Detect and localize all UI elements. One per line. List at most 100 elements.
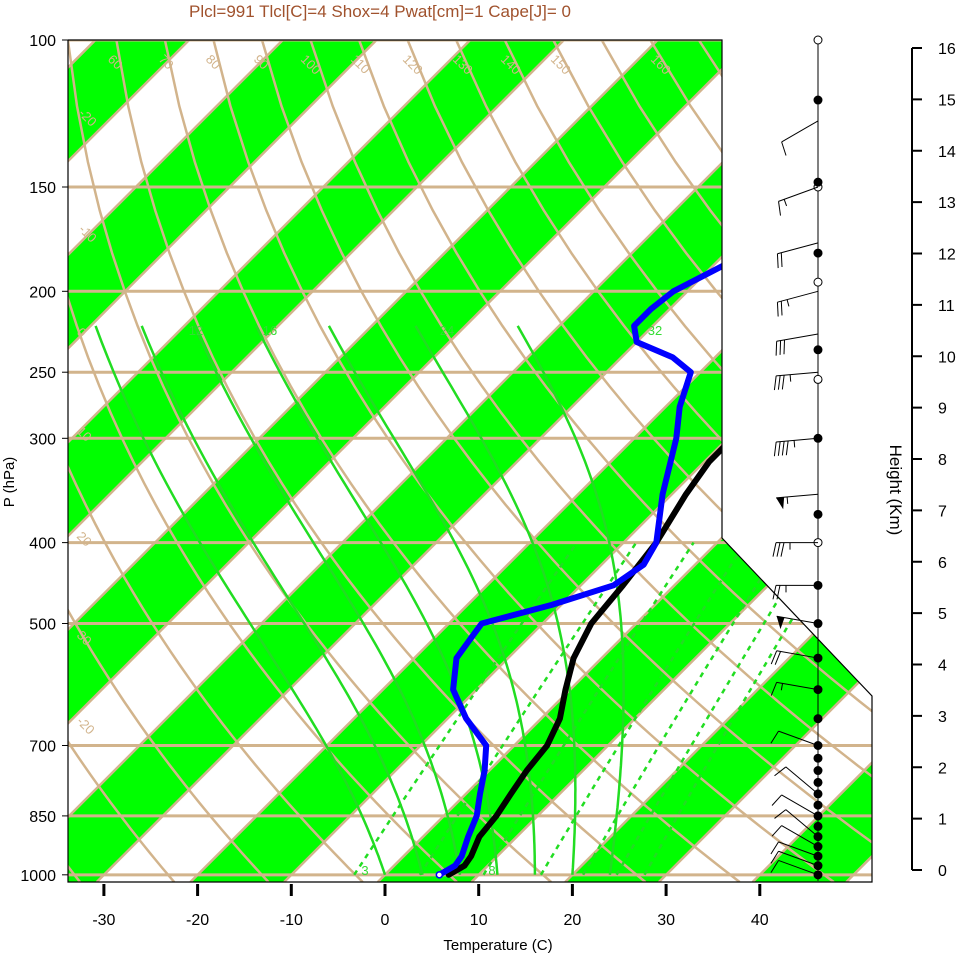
wind-barb-shaft (781, 825, 819, 847)
wind-barb (776, 615, 819, 630)
temperature-tick-label: -10 (280, 912, 303, 929)
isotherm-line (68, 40, 846, 882)
sounding-level-marker (813, 509, 823, 519)
pressure-tick-label: 700 (29, 739, 56, 756)
wind-barb (770, 650, 819, 665)
wind-barb (770, 859, 819, 876)
height-tick-label: 14 (938, 144, 956, 161)
wind-barb-flag (770, 860, 779, 873)
dry-adiabat-line (309, 40, 872, 882)
sounding-level-marker (813, 374, 823, 384)
height-tick-label: 2 (938, 760, 947, 777)
temperature-axis: -30 -20 -10 0 10 20 30 40 (92, 884, 769, 929)
height-tick-label: 3 (938, 709, 947, 726)
wind-barb-flag (773, 375, 777, 391)
wind-barb-flag (776, 585, 781, 600)
isotherm-line (68, 40, 565, 882)
wind-barb (770, 841, 819, 857)
isopleth-label: -10 (736, 132, 760, 156)
wind-barb (774, 766, 819, 795)
wind-barb-flag (777, 375, 781, 390)
wind-barb-flag (771, 794, 782, 806)
wind-barb (771, 794, 819, 817)
wind-barb-shaft (785, 809, 819, 838)
height-tick-label: 4 (938, 658, 947, 675)
pressure-tick-label: 300 (29, 431, 56, 448)
wind-barb-flag (781, 141, 787, 156)
wind-barb-shaft (776, 333, 819, 342)
moist-adiabat-line (414, 325, 577, 875)
temperature-tick-label: -20 (186, 912, 209, 929)
wind-barb (770, 730, 819, 746)
mixing-ratio-lines (353, 541, 840, 876)
wind-barb-flag (780, 542, 785, 557)
wind-barb (775, 333, 819, 356)
wind-barb-flag (774, 651, 782, 665)
height-tick-label: 7 (938, 503, 947, 520)
height-tick-label: 5 (938, 606, 947, 623)
mixing-ratio-line (582, 541, 785, 876)
temperature-tick-label: 0 (381, 912, 390, 929)
sounding-level-marker (813, 753, 823, 763)
wind-barb-shaft (776, 681, 819, 691)
mixing-ratio-label: 3 (361, 863, 368, 878)
wind-barb-shaft (778, 186, 819, 202)
mixing-ratio-line (643, 541, 840, 876)
isopleth-label: 20 (736, 462, 757, 483)
isopleth-label: 40 (803, 597, 824, 618)
wind-barb-half-flag (783, 199, 788, 207)
sounding-level-marker (813, 277, 823, 287)
pressure-tick-label: 250 (29, 365, 56, 382)
sounding-level-marker (813, 821, 823, 831)
dry-adiabat-line (68, 40, 458, 882)
height-tick-label: 12 (938, 247, 956, 264)
wind-barb-shaft (781, 794, 819, 817)
wind-barb-shaft (777, 242, 819, 255)
isotherm-line (68, 40, 284, 882)
wind-barb (773, 437, 819, 457)
moist-adiabat-line (94, 325, 387, 876)
wind-barb-flag (772, 542, 777, 557)
wind-barb-column (770, 35, 823, 881)
wind-barb-shaft (776, 371, 819, 377)
wind-barb-shaft (778, 859, 819, 876)
profile-lines (435, 71, 872, 879)
wind-barb-flag (773, 441, 777, 457)
wind-barb-flag (776, 302, 779, 317)
wind-barb-flag (770, 682, 778, 696)
wind-barb-shaft (785, 766, 819, 795)
wind-barb-flag (774, 766, 787, 777)
wind-barb-flag (780, 301, 783, 316)
dry-adiabat-line (163, 40, 741, 882)
mixing-ratio-line (482, 541, 695, 876)
mixing-ratio-label: 16 (263, 323, 277, 338)
pressure-tick-label: 150 (29, 180, 56, 197)
isopleth-label: 30 (758, 547, 779, 568)
height-tick-label: 1 (938, 812, 947, 829)
mixing-ratio-label: 32 (648, 323, 662, 338)
sounding-level-marker (813, 766, 823, 776)
wind-barb-flag (781, 375, 785, 390)
temperature-tick-label: 10 (470, 912, 488, 929)
wind-barb-half-flag (789, 374, 792, 382)
isotherm-line (564, 40, 872, 882)
mixing-ratio-line (539, 541, 747, 876)
sounding-level-marker (813, 714, 823, 724)
wind-barb-flag (785, 440, 789, 456)
mixing-ratio-line (353, 541, 578, 876)
dry-adiabat-line (68, 40, 364, 882)
wind-barb-flag (776, 253, 779, 269)
isopleth-label: 50 (856, 652, 877, 673)
wind-barb-flag (770, 650, 778, 665)
isotherm-line (189, 40, 872, 882)
height-tick-label: 8 (938, 452, 947, 469)
chart-title: Plcl=991 Tlcl[C]=4 Shox=4 Pwat[cm]=1 Cap… (189, 2, 571, 21)
height-tick-label: 15 (938, 92, 956, 109)
temperature-axis-label: Temperature (C) (443, 937, 552, 954)
wind-barb-flag (777, 441, 781, 456)
pressure-tick-label: 100 (29, 33, 56, 50)
dry-adiabat-line (260, 40, 872, 882)
temperature-tick-label: 20 (564, 912, 582, 929)
dry-adiabat-line (212, 40, 835, 882)
